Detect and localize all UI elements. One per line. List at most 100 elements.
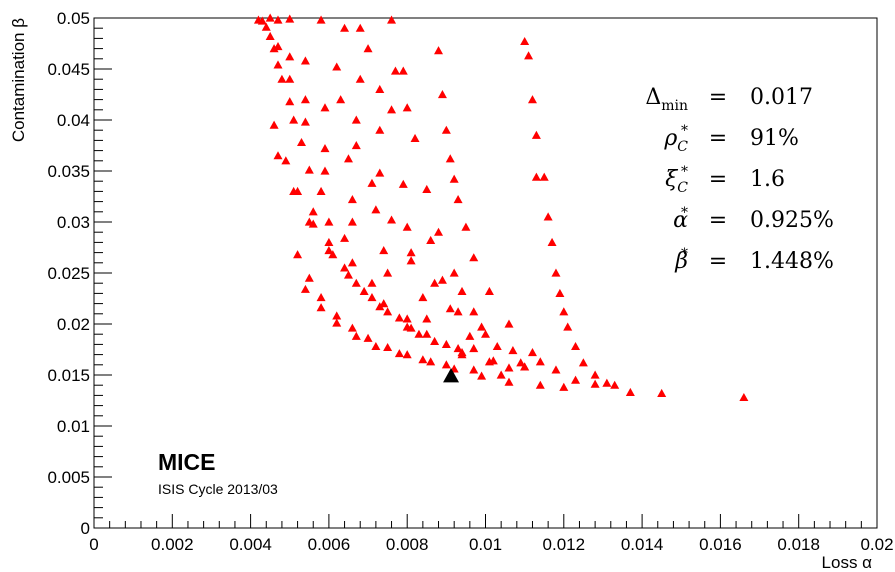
data-point: [355, 74, 365, 83]
data-point: [383, 268, 393, 277]
data-point: [520, 362, 530, 371]
data-point: [347, 195, 357, 204]
data-point: [531, 172, 541, 181]
data-point: [527, 95, 537, 104]
data-point: [504, 363, 514, 372]
data-point: [441, 125, 451, 134]
stat-value: 0.017: [750, 85, 813, 110]
y-tick-label: 0: [81, 519, 90, 538]
data-point: [351, 278, 361, 287]
data-point: [469, 253, 479, 262]
x-tick-label: 0: [89, 535, 98, 554]
data-point: [359, 286, 369, 295]
data-point: [347, 323, 357, 332]
data-point: [625, 387, 635, 396]
data-point: [328, 250, 338, 259]
data-point: [304, 273, 314, 282]
stat-row: α* = 0.925%: [673, 205, 834, 233]
data-point: [336, 95, 346, 104]
data-point: [324, 246, 334, 255]
data-point: [316, 303, 326, 312]
data-point: [559, 382, 569, 391]
data-point: [484, 286, 494, 295]
data-point: [324, 217, 334, 226]
data-point: [449, 174, 459, 183]
data-point: [543, 212, 553, 221]
data-point: [387, 15, 397, 24]
x-tick-label: 0.008: [386, 535, 429, 554]
stat-row: Δmin = 0.017: [645, 85, 813, 114]
stat-symbol: Δmin: [645, 85, 688, 114]
data-point: [461, 222, 471, 231]
x-tick-label: 0.02: [860, 535, 893, 554]
data-point: [332, 318, 342, 327]
data-point: [367, 292, 377, 302]
x-tick-label: 0.014: [621, 535, 664, 554]
x-tick-label: 0.002: [151, 535, 194, 554]
stat-superscript: *: [681, 123, 688, 139]
data-point: [441, 339, 451, 348]
data-point: [285, 74, 295, 83]
y-tick-label: 0.005: [47, 468, 90, 487]
data-point: [257, 16, 267, 25]
stat-value: 91%: [750, 126, 799, 151]
data-point: [273, 15, 283, 24]
data-point: [347, 258, 357, 267]
data-point: [363, 44, 373, 53]
data-point: [457, 348, 467, 357]
data-point: [285, 97, 295, 106]
data-point: [394, 349, 404, 358]
data-point: [269, 44, 279, 53]
data-point: [508, 346, 518, 355]
stat-value: 1.6: [750, 167, 785, 192]
stat-row: ρC* = 91%: [663, 123, 799, 155]
data-point: [351, 115, 361, 124]
data-point: [300, 284, 310, 293]
data-point: [422, 314, 432, 323]
data-point: [657, 388, 667, 397]
data-point: [410, 133, 420, 142]
data-point: [520, 36, 530, 46]
data-point: [430, 336, 440, 345]
data-point: [387, 215, 397, 224]
data-point: [610, 380, 620, 389]
data-point: [304, 217, 314, 226]
data-point: [296, 137, 306, 147]
optimum-point: [443, 368, 460, 383]
stat-row: ξC* = 1.6: [665, 164, 785, 196]
stat-value: 1.448%: [750, 249, 834, 274]
y-tick-label: 0.01: [57, 417, 90, 436]
data-point: [527, 348, 537, 357]
y-tick-label: 0.025: [47, 264, 90, 283]
data-point: [418, 355, 428, 364]
data-point: [434, 227, 444, 236]
data-point: [340, 23, 350, 32]
data-point: [504, 319, 514, 328]
stat-equals: =: [709, 85, 727, 110]
data-point: [371, 205, 381, 214]
x-tick-label: 0.004: [229, 535, 272, 554]
data-point: [426, 357, 436, 366]
data-point: [469, 307, 479, 316]
data-point: [379, 246, 389, 255]
data-point: [402, 222, 412, 231]
data-point: [390, 66, 400, 75]
axes: [93, 17, 878, 529]
data-point: [398, 179, 408, 188]
x-axis-title: Loss α: [822, 553, 873, 572]
y-tick-label: 0.05: [57, 9, 90, 28]
stat-equals: =: [709, 126, 727, 151]
x-tick-label: 0.006: [308, 535, 351, 554]
stat-value: 0.925%: [750, 208, 834, 233]
data-point: [535, 380, 545, 389]
data-point: [402, 103, 412, 112]
x-tick-label: 0.012: [543, 535, 586, 554]
data-point: [300, 95, 310, 104]
data-point: [367, 278, 377, 287]
run-cycle-label: ISIS Cycle 2013/03: [158, 481, 278, 497]
data-point: [434, 46, 444, 55]
data-point: [477, 371, 487, 380]
data-point: [387, 105, 397, 114]
data-point: [571, 375, 581, 384]
